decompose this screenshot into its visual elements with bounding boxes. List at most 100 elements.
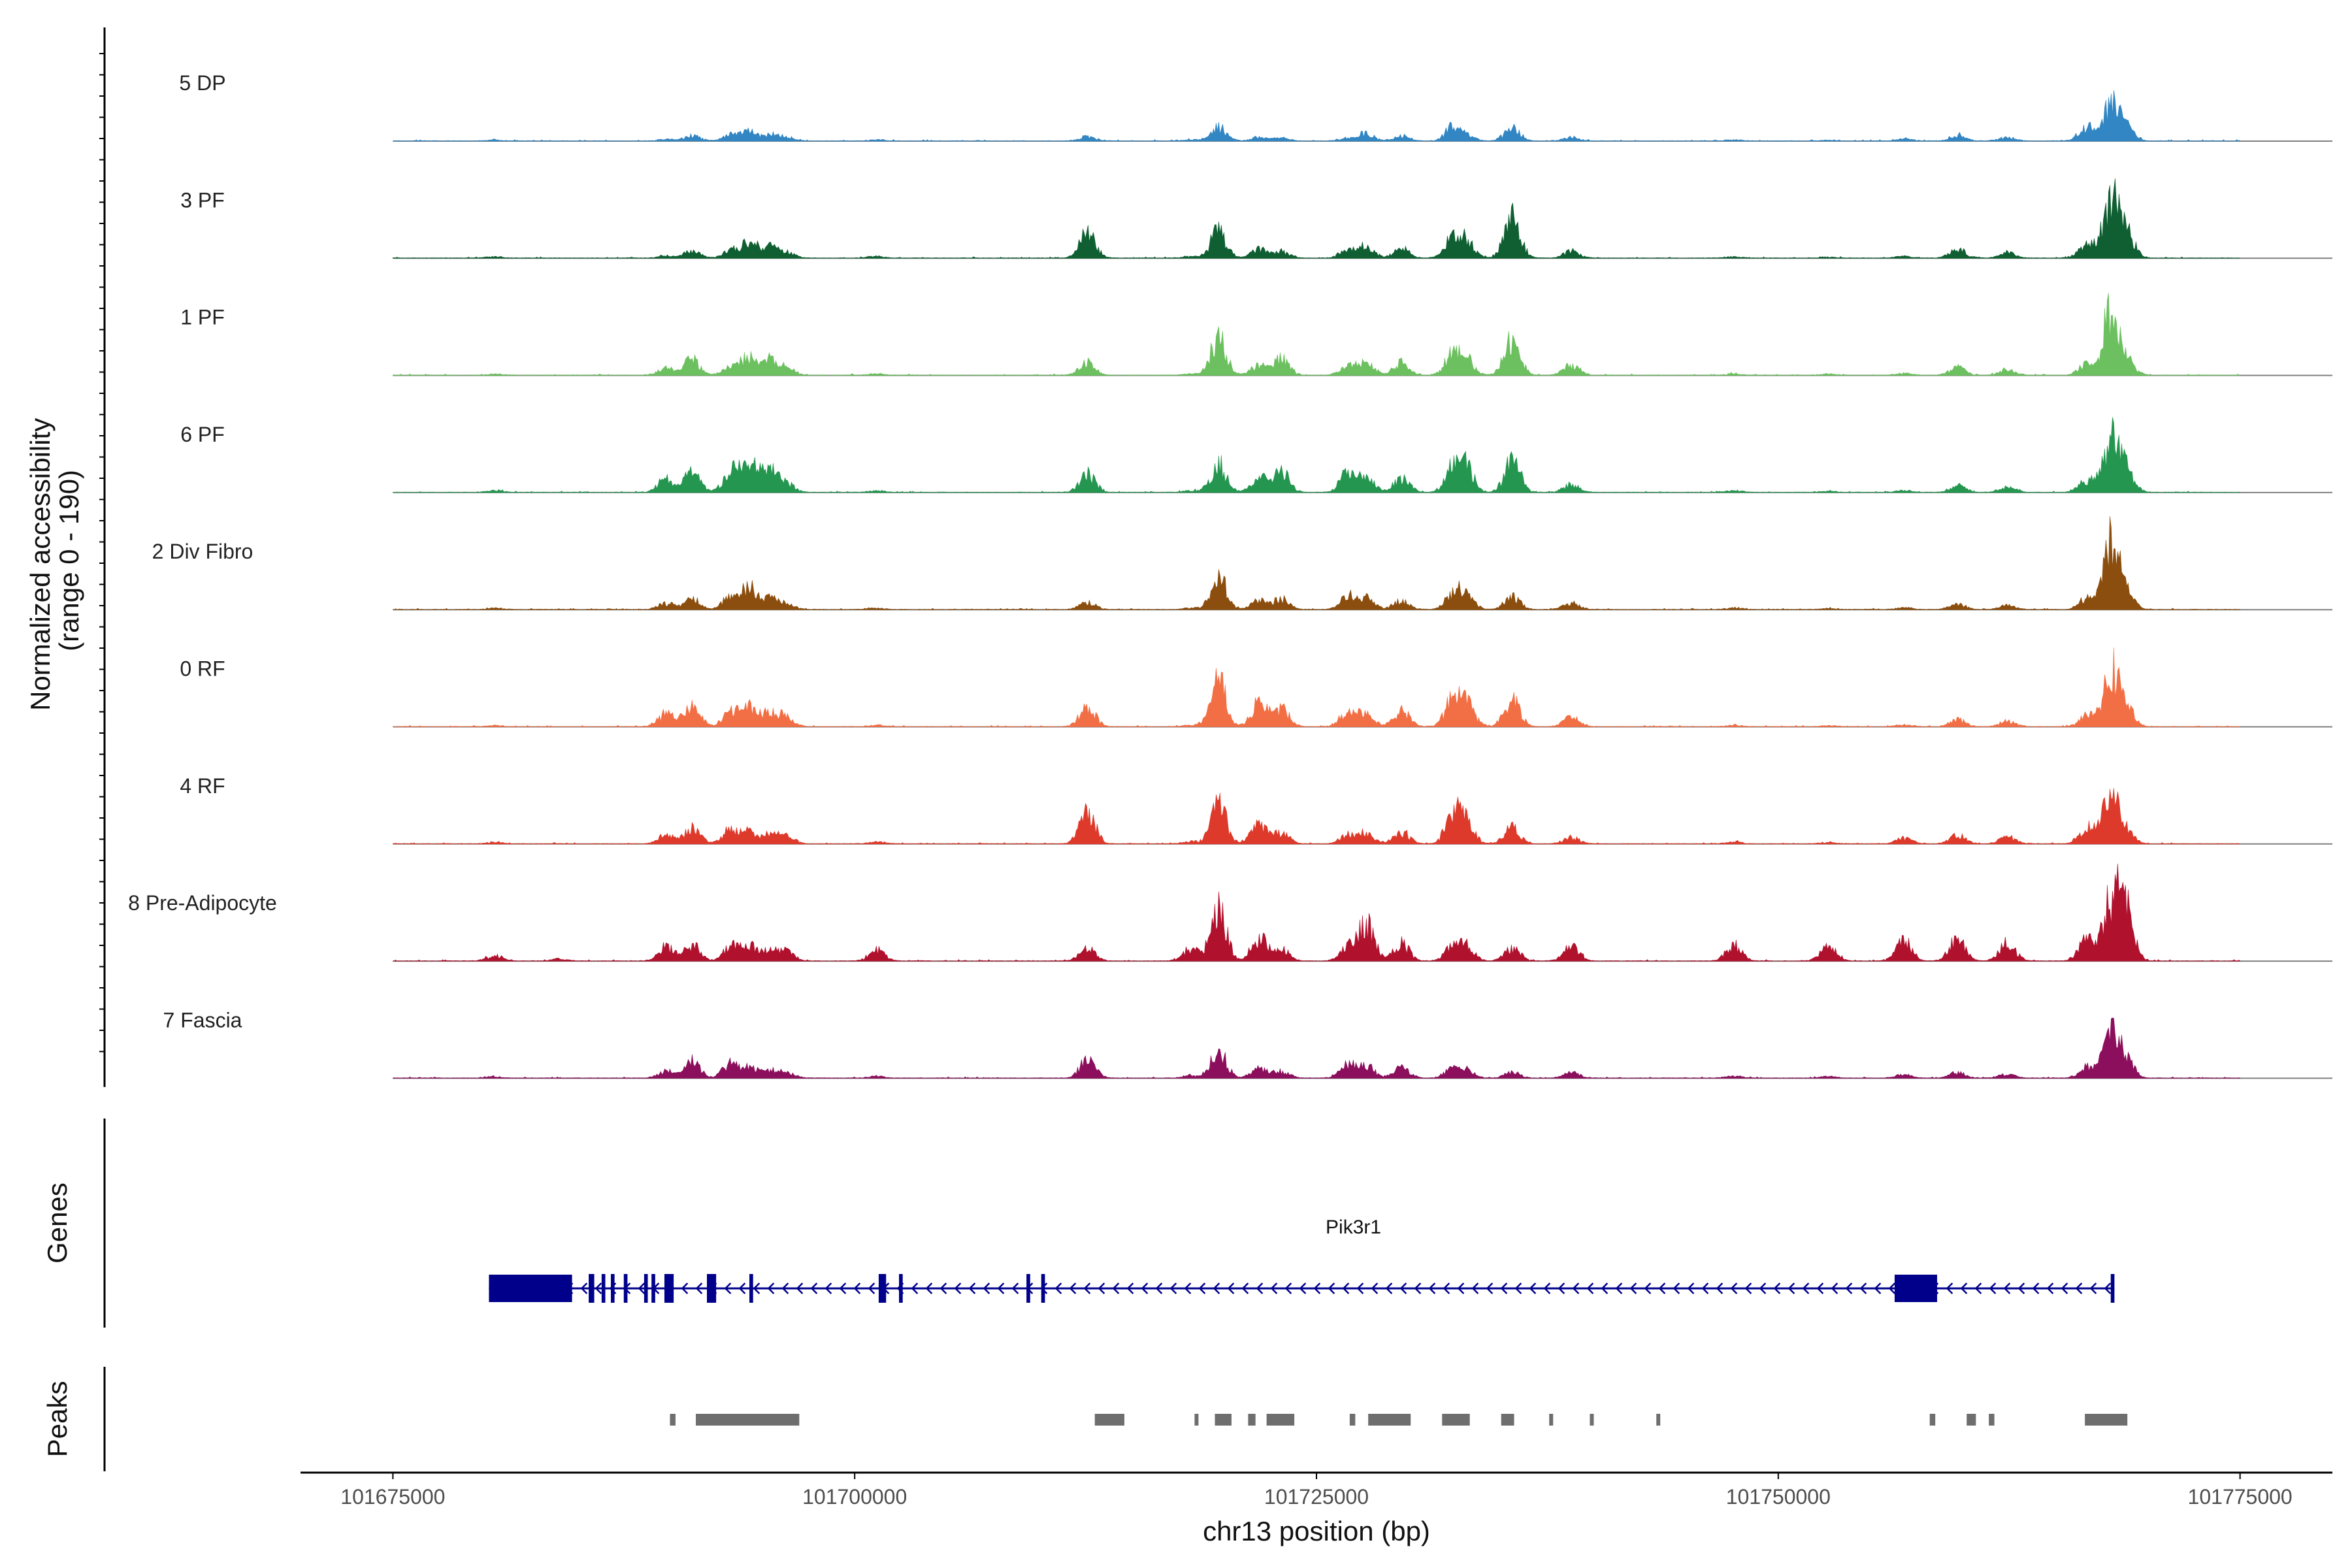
gene-strand-arrow xyxy=(1831,1282,1838,1294)
gene-strand-arrow xyxy=(2017,1282,2025,1294)
gene-strand-arrow xyxy=(1213,1282,1220,1294)
y-axis-title-line-1: Normalized accessibility xyxy=(25,418,56,711)
gene-strand-arrow xyxy=(1342,1282,1350,1294)
peak-block xyxy=(1549,1414,1554,1426)
track-label: 6 PF xyxy=(180,423,225,446)
gene-exon xyxy=(589,1274,595,1303)
gene-strand-arrow xyxy=(580,1282,588,1294)
gene-strand-arrow xyxy=(1184,1282,1192,1294)
gene-strand-arrow xyxy=(1256,1282,1264,1294)
gene-exon xyxy=(707,1274,717,1303)
gene-strand-arrow xyxy=(1845,1282,1853,1294)
gene-strand-arrow xyxy=(1126,1282,1134,1294)
gene-exon xyxy=(601,1274,606,1303)
gene-strand-arrow xyxy=(1385,1282,1393,1294)
gene-strand-arrow xyxy=(1069,1282,1077,1294)
x-axis-tick-label: 101750000 xyxy=(1726,1485,1831,1509)
gene-exon xyxy=(651,1274,655,1303)
track-label: 1 PF xyxy=(180,306,225,329)
track-5-dp: 5 DP xyxy=(179,71,2332,142)
coverage-area xyxy=(393,417,2241,493)
peak-block xyxy=(1194,1414,1199,1426)
gene-strand-arrow xyxy=(1313,1282,1321,1294)
coverage-area xyxy=(393,178,2240,259)
track-0-rf: 0 RF xyxy=(180,647,2332,728)
peak-block xyxy=(1501,1414,1514,1426)
gene-exon xyxy=(899,1274,903,1303)
gene-model: Pik3r1 xyxy=(489,1217,2115,1303)
gene-strand-arrow xyxy=(1816,1282,1824,1294)
coverage-y-axis xyxy=(99,27,106,1087)
gene-strand-arrow xyxy=(1328,1282,1335,1294)
peak-block xyxy=(1266,1414,1295,1426)
gene-exon xyxy=(664,1274,674,1303)
track-6-pf: 6 PF xyxy=(180,417,2332,493)
gene-strand-arrow xyxy=(1169,1282,1177,1294)
track-2-div-fibro: 2 Div Fibro xyxy=(152,516,2332,611)
gene-strand-arrow xyxy=(810,1282,818,1294)
gene-strand-arrow xyxy=(1802,1282,1810,1294)
gene-strand-arrow xyxy=(954,1282,962,1294)
x-axis-tick-label: 101775000 xyxy=(2188,1485,2293,1509)
coverage-area xyxy=(393,293,2240,376)
peak-block xyxy=(696,1414,800,1426)
gene-strand-arrow xyxy=(911,1282,919,1294)
gene-strand-arrow xyxy=(1371,1282,1379,1294)
gene-strand-arrow xyxy=(1601,1282,1609,1294)
gene-strand-arrow xyxy=(1730,1282,1738,1294)
gene-strand-arrow xyxy=(1500,1282,1508,1294)
gene-exon xyxy=(1026,1274,1030,1303)
gene-strand-arrow xyxy=(1859,1282,1867,1294)
gene-strand-arrow xyxy=(1716,1282,1723,1294)
track-4-rf: 4 RF xyxy=(180,774,2332,845)
gene-strand-arrow xyxy=(1054,1282,1062,1294)
track-8-pre-adipocyte: 8 Pre-Adipocyte xyxy=(128,863,2332,962)
gene-strand-arrow xyxy=(2075,1282,2083,1294)
gene-strand-arrow xyxy=(1558,1282,1565,1294)
gene-strand-arrow xyxy=(1155,1282,1163,1294)
peak-block xyxy=(1967,1414,1976,1426)
peak-blocks xyxy=(670,1414,2128,1426)
gene-strand-arrow xyxy=(1443,1282,1450,1294)
gene-strand-arrow xyxy=(1198,1282,1206,1294)
coverage-area xyxy=(393,863,2241,962)
peak-block xyxy=(1989,1414,1995,1426)
gene-strand-arrow xyxy=(1471,1282,1479,1294)
coverage-area xyxy=(393,788,2240,845)
gene-strand-arrow xyxy=(1759,1282,1767,1294)
gene-name-label: Pik3r1 xyxy=(1326,1217,1381,1238)
gene-strand-arrow xyxy=(983,1282,990,1294)
gene-strand-arrow xyxy=(2104,1282,2112,1294)
peak-block xyxy=(1094,1414,1124,1426)
gene-strand-arrow xyxy=(1399,1282,1407,1294)
x-axis-ticks: 101675000 101700000 101725000 101750000 1017… xyxy=(340,1473,2293,1509)
gene-strand-arrow xyxy=(2061,1282,2068,1294)
gene-strand-arrow xyxy=(695,1282,703,1294)
gene-strand-arrow xyxy=(997,1282,1005,1294)
peak-block xyxy=(2085,1414,2128,1426)
gene-strand-arrow xyxy=(1701,1282,1709,1294)
peak-block xyxy=(670,1414,676,1426)
gene-strand-arrow xyxy=(2003,1282,2011,1294)
x-axis-title: chr13 position (bp) xyxy=(1203,1516,1430,1546)
track-label: 7 Fascia xyxy=(163,1008,242,1032)
gene-strand-arrow xyxy=(1011,1282,1019,1294)
gene-strand-arrow xyxy=(1227,1282,1235,1294)
gene-strand-arrow xyxy=(1788,1282,1795,1294)
track-label: 5 DP xyxy=(179,71,225,95)
gene-strand-arrow xyxy=(796,1282,804,1294)
peak-block xyxy=(1929,1414,1936,1426)
gene-strand-arrow xyxy=(738,1282,746,1294)
gene-strand-arrow xyxy=(1615,1282,1623,1294)
gene-strand-arrow xyxy=(1112,1282,1120,1294)
peak-block xyxy=(1349,1414,1356,1426)
genes-panel: Genes Pik3r1 xyxy=(42,1119,2115,1328)
track-3-pf: 3 PF xyxy=(180,178,2332,259)
gene-strand-arrow xyxy=(1989,1282,1997,1294)
gene-exon xyxy=(1894,1275,1937,1302)
gene-exon xyxy=(489,1275,572,1302)
gene-exon xyxy=(610,1274,615,1303)
gene-strand-arrow xyxy=(1946,1282,1953,1294)
peak-block xyxy=(1248,1414,1256,1426)
peak-block xyxy=(1590,1414,1594,1426)
